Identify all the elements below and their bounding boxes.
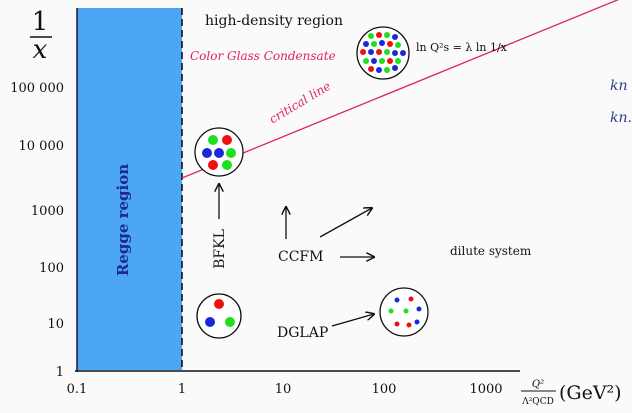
x-tick: 100 (372, 382, 397, 397)
x-tick: 1000 (469, 382, 502, 397)
y-tick: 1000 (31, 204, 64, 219)
right-edge-label: kn (610, 78, 628, 94)
ccfm-label: CCFM (278, 249, 323, 265)
y-tick: 100 000 (10, 81, 64, 96)
x-tick: 10 (275, 382, 292, 397)
proton-bfkl (194, 127, 244, 177)
dglap-arrow (331, 314, 374, 327)
x-tick: 1 (178, 382, 186, 397)
critical-line-label: critical line (267, 79, 333, 127)
y-label-numerator: 1 (32, 7, 49, 37)
right-edge-label: kn. (610, 110, 632, 126)
proton-saturated (356, 26, 410, 80)
x-tick: 0.1 (67, 382, 88, 397)
saturation-formula: ln Q²s = λ ln 1/x (416, 41, 508, 54)
ccfm-diag-arrow (319, 208, 372, 238)
regge-region-label: Regge region (114, 164, 132, 276)
y-tick: 10 000 (19, 139, 65, 154)
dilute-label: dilute system (450, 244, 532, 258)
critical-line (181, 0, 620, 179)
x-label-numerator: Q² (532, 379, 544, 390)
x-label-unit: (GeV²) (559, 382, 622, 404)
y-tick: 10 (47, 317, 64, 332)
y-tick: 1 (56, 365, 64, 380)
proton-dilute-large (379, 287, 429, 337)
bfkl-label: BFKL (212, 229, 228, 269)
y-label-denominator: x (33, 35, 48, 65)
x-label-denominator: Λ²QCD (521, 397, 554, 407)
high-density-label: high-density region (205, 13, 343, 29)
proton-dilute-small (196, 293, 242, 339)
regge-region (77, 8, 182, 370)
dglap-label: DGLAP (277, 325, 328, 341)
y-tick: 100 (39, 261, 64, 276)
cgc-label: Color Glass Condensate (190, 49, 336, 63)
